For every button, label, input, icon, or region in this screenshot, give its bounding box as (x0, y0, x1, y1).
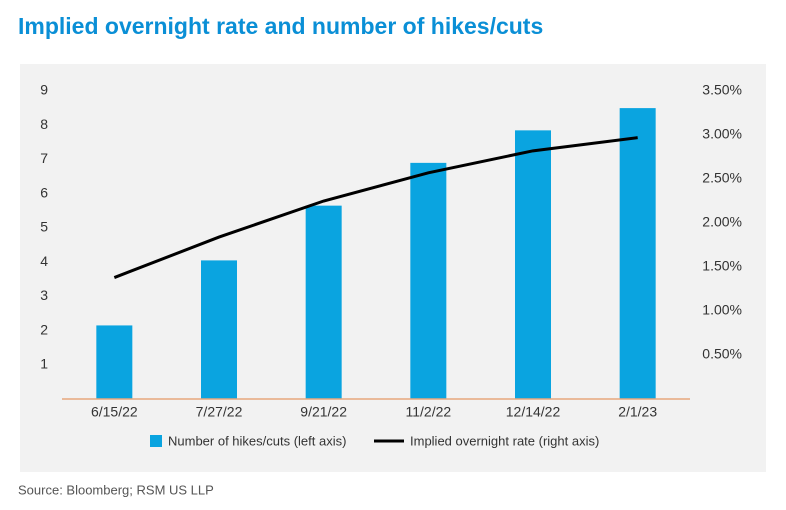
legend-label: Number of hikes/cuts (left axis) (168, 433, 346, 448)
y2-tick-label: 3.50% (702, 82, 742, 98)
y-tick-label: 2 (40, 321, 48, 337)
x-tick-label: 7/27/22 (196, 404, 243, 420)
y-tick-label: 5 (40, 219, 48, 235)
source: Source: Bloomberg; RSM US LLP (18, 482, 214, 497)
bar (201, 260, 237, 399)
y2-tick-label: 1.50% (702, 258, 742, 274)
chart-title: Implied overnight rate and number of hik… (18, 13, 543, 39)
bar (305, 205, 342, 399)
y-tick-label: 6 (40, 184, 48, 200)
y2-tick-label: 3.00% (702, 126, 742, 142)
y-tick-label: 4 (40, 253, 48, 269)
x-tick-label: 12/14/22 (506, 404, 561, 420)
bar (619, 108, 656, 399)
x-tick-label: 9/21/22 (300, 404, 347, 420)
y-tick-label: 9 (40, 82, 48, 98)
bar (515, 130, 551, 399)
x-tick-label: 6/15/22 (91, 404, 138, 420)
y2-tick-label: 2.50% (702, 170, 742, 186)
y-tick-label: 7 (40, 150, 48, 166)
x-tick-label: 11/2/22 (405, 404, 451, 420)
y2-tick-label: 0.50% (702, 346, 742, 362)
y-tick-label: 3 (40, 287, 48, 303)
bar (96, 325, 133, 399)
legend-swatch (150, 435, 162, 447)
y2-tick-label: 2.00% (702, 214, 742, 230)
line (113, 136, 638, 279)
y-tick-label: 1 (40, 355, 48, 371)
legend-label: Implied overnight rate (right axis) (410, 433, 599, 448)
y2-tick-label: 1.00% (702, 302, 742, 318)
x-tick-label: 2/1/23 (618, 404, 657, 420)
bar (410, 162, 447, 399)
y-tick-label: 8 (40, 116, 48, 132)
